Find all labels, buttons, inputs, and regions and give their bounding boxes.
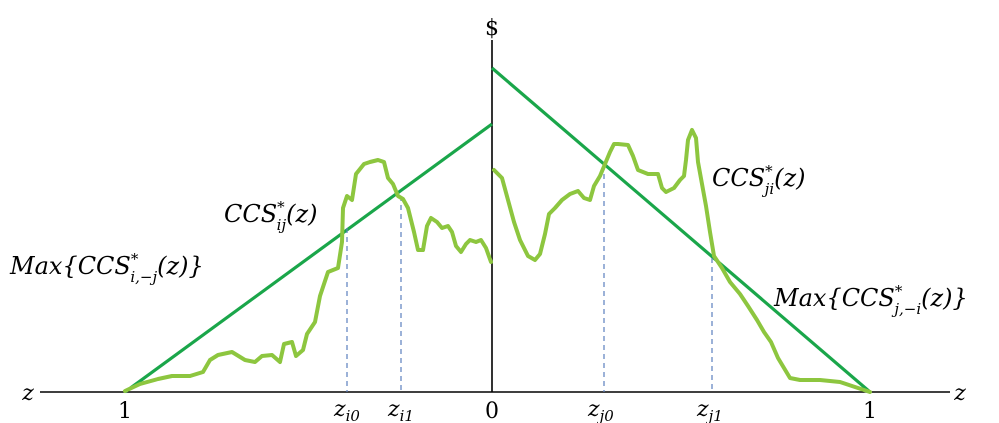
tick-label-left-one: 1	[118, 399, 132, 423]
left-axis-label: z	[21, 381, 34, 406]
label-ccs-ij: CCS* ij(z)	[224, 198, 318, 234]
ccs-ji-curve	[492, 128, 872, 394]
ccs-ij-curve	[123, 158, 493, 393]
label-max-left: Max{CCS* i,−j(z)}	[9, 250, 204, 286]
marker-zj1: zj1	[696, 397, 723, 423]
marker-zi0: zi0	[333, 397, 360, 423]
max-line-right	[490, 66, 872, 394]
label-max-right: Max{CCS* j,−i(z)}	[773, 282, 968, 318]
marker-zj0: zj0	[587, 397, 614, 423]
tick-label-zero: 0	[485, 399, 499, 423]
tick-label-right-one: 1	[863, 399, 877, 423]
right-axis-label: z	[953, 381, 966, 406]
max-line-left	[124, 122, 493, 394]
marker-zi1: zi1	[387, 397, 414, 423]
vertical-axis-label: $	[485, 16, 499, 41]
label-ccs-ji: CCS* ji(z)	[712, 162, 806, 198]
